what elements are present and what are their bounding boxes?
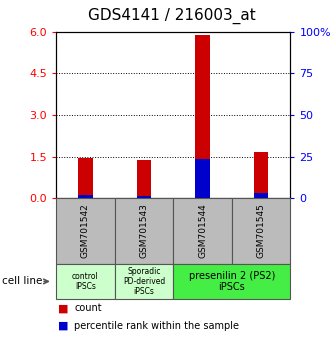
Text: GSM701542: GSM701542 bbox=[81, 204, 90, 258]
Bar bbox=[56, 198, 115, 264]
Text: presenilin 2 (PS2)
iPSCs: presenilin 2 (PS2) iPSCs bbox=[189, 270, 275, 292]
Text: control
IPSCs: control IPSCs bbox=[72, 272, 99, 291]
Bar bbox=[115, 198, 173, 264]
Bar bbox=[232, 198, 290, 264]
Bar bbox=[78, 195, 93, 198]
Text: GDS4141 / 216003_at: GDS4141 / 216003_at bbox=[88, 8, 255, 24]
Text: count: count bbox=[74, 303, 102, 313]
Text: ■: ■ bbox=[58, 321, 68, 331]
Text: Sporadic
PD-derived
iPSCs: Sporadic PD-derived iPSCs bbox=[123, 267, 165, 296]
Bar bbox=[195, 35, 210, 198]
Text: percentile rank within the sample: percentile rank within the sample bbox=[74, 321, 239, 331]
Bar bbox=[137, 160, 151, 198]
Bar bbox=[254, 152, 268, 198]
Bar bbox=[195, 159, 210, 198]
Text: GSM701543: GSM701543 bbox=[140, 204, 148, 258]
Text: GSM701544: GSM701544 bbox=[198, 204, 207, 258]
Bar bbox=[137, 196, 151, 198]
Bar bbox=[56, 264, 115, 299]
Bar bbox=[254, 193, 268, 198]
Text: GSM701545: GSM701545 bbox=[257, 204, 266, 258]
Bar bbox=[173, 198, 232, 264]
Bar bbox=[115, 264, 173, 299]
Text: ■: ■ bbox=[58, 303, 68, 313]
Bar bbox=[173, 264, 290, 299]
Bar bbox=[78, 158, 93, 198]
Text: cell line: cell line bbox=[2, 276, 42, 286]
